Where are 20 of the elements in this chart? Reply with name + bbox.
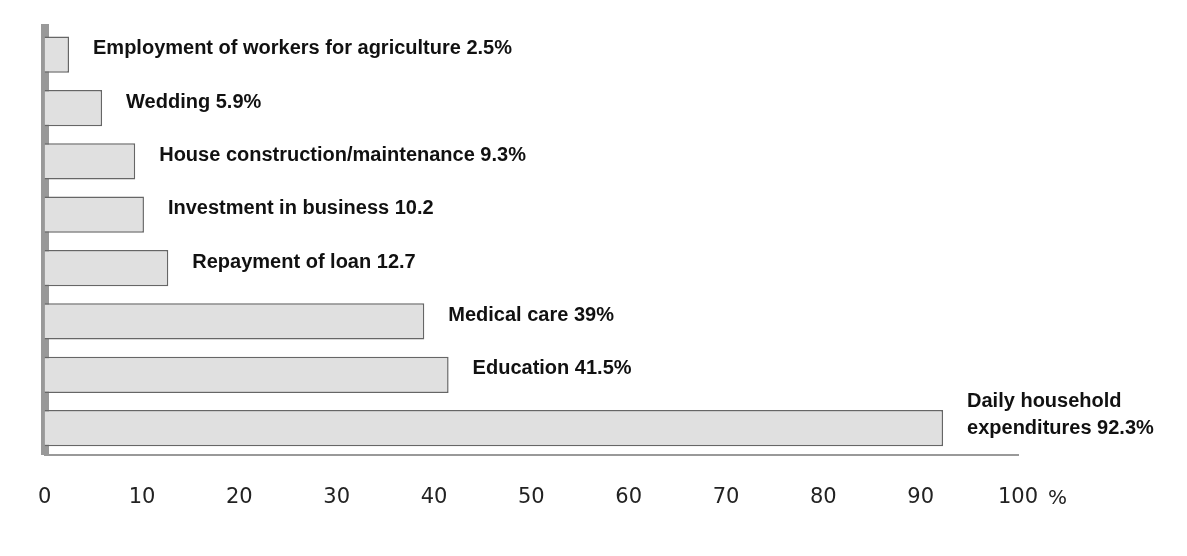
x-axis-title: % [1048, 485, 1068, 509]
category-label: Daily household expenditures 92.3% [967, 388, 1154, 438]
x-tick-label: 80 [809, 483, 837, 508]
x-tick-label: 60 [615, 483, 643, 508]
category-label: Medical care 39% [448, 302, 614, 325]
x-tick-label: 10 [128, 483, 156, 508]
category-label: Repayment of loan 12.7 [192, 249, 416, 272]
x-tick-label: 100 [997, 483, 1039, 508]
x-tick-label: 70 [712, 483, 740, 508]
x-tick-label: 0 [37, 483, 52, 508]
category-label: Investment in business 10.2 [167, 196, 434, 219]
x-tick-label: 40 [420, 483, 448, 508]
category-label: Wedding 5.9% [126, 89, 262, 112]
x-tick-label: 30 [323, 483, 351, 508]
x-tick-label: 50 [517, 483, 545, 508]
category-label: Employment of workers for agriculture 2.5% [93, 36, 513, 59]
x-tick-label: 20 [225, 483, 253, 508]
category-label: House construction/maintenance 9.3% [159, 142, 526, 165]
category-label: Education 41.5% [472, 356, 632, 379]
x-tick-label: 90 [907, 483, 935, 508]
